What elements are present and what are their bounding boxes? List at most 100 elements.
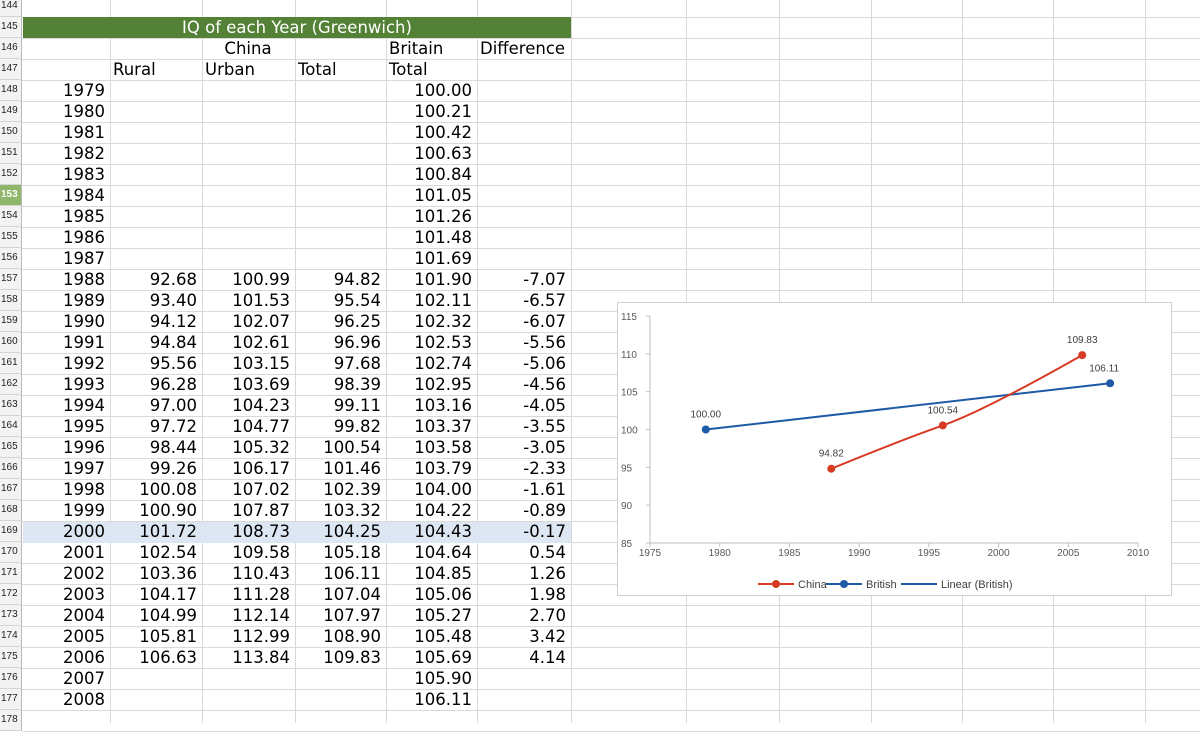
cell-britain-total[interactable]: 100.63 bbox=[414, 144, 472, 163]
cell-rural[interactable]: 94.84 bbox=[149, 333, 197, 352]
cell-urban[interactable] bbox=[202, 101, 295, 122]
row-header-149[interactable]: 149 bbox=[0, 101, 22, 122]
row-header-164[interactable]: 164 bbox=[0, 416, 22, 437]
cell-britain-total[interactable]: 105.90 bbox=[414, 669, 472, 688]
row-header-167[interactable]: 167 bbox=[0, 479, 22, 500]
cell-urban[interactable] bbox=[202, 164, 295, 185]
row-header-171[interactable]: 171 bbox=[0, 563, 22, 584]
cell-rural[interactable]: 104.99 bbox=[139, 606, 197, 625]
cell-urban[interactable] bbox=[202, 668, 295, 689]
cell-rural[interactable]: 100.08 bbox=[139, 480, 197, 499]
row-header-174[interactable]: 174 bbox=[0, 626, 22, 647]
cell-britain-total[interactable]: 103.16 bbox=[414, 396, 472, 415]
cell-britain-total[interactable]: 101.48 bbox=[414, 228, 472, 247]
cell-year[interactable]: 2002 bbox=[63, 564, 105, 583]
cell-total[interactable]: 94.82 bbox=[333, 270, 381, 289]
table-title[interactable]: IQ of each Year (Greenwich) bbox=[182, 18, 412, 37]
cell-year[interactable]: 1997 bbox=[63, 459, 105, 478]
cell-rural[interactable]: 93.40 bbox=[149, 291, 197, 310]
cell-total[interactable] bbox=[295, 206, 386, 227]
cell-year[interactable]: 1979 bbox=[63, 81, 105, 100]
cell-rural[interactable]: 98.44 bbox=[149, 438, 197, 457]
row-header-151[interactable]: 151 bbox=[0, 143, 22, 164]
cell-year[interactable]: 1998 bbox=[63, 480, 105, 499]
cell-urban[interactable]: 102.07 bbox=[232, 312, 290, 331]
cell-difference[interactable]: -0.89 bbox=[523, 501, 566, 520]
cell-urban[interactable]: 112.99 bbox=[232, 627, 290, 646]
cell-difference[interactable] bbox=[477, 80, 571, 101]
cell-total[interactable] bbox=[295, 101, 386, 122]
cell-total[interactable]: 108.90 bbox=[323, 627, 381, 646]
cell-rural[interactable]: 101.72 bbox=[139, 522, 197, 541]
cell-britain-total[interactable]: 100.00 bbox=[414, 81, 472, 100]
cell-rural[interactable] bbox=[110, 206, 202, 227]
row-header-156[interactable]: 156 bbox=[0, 248, 22, 269]
cell-total[interactable]: 95.54 bbox=[333, 291, 381, 310]
row-header-166[interactable]: 166 bbox=[0, 458, 22, 479]
cell-year[interactable]: 2001 bbox=[63, 543, 105, 562]
cell-difference[interactable]: 1.26 bbox=[529, 564, 566, 583]
cell-year[interactable]: 2006 bbox=[63, 648, 105, 667]
cell-total[interactable] bbox=[295, 227, 386, 248]
row-header-144[interactable]: 144 bbox=[0, 0, 22, 17]
cell-difference[interactable]: 2.70 bbox=[529, 606, 566, 625]
cell-britain-total[interactable]: 104.00 bbox=[414, 480, 472, 499]
cell-total[interactable] bbox=[295, 668, 386, 689]
cell-year[interactable]: 1985 bbox=[63, 207, 105, 226]
cell-difference[interactable]: -6.07 bbox=[523, 312, 566, 331]
cell-britain-total[interactable]: 104.43 bbox=[414, 522, 472, 541]
cell-britain-total[interactable]: 103.79 bbox=[414, 459, 472, 478]
cell-urban[interactable]: 104.23 bbox=[232, 396, 290, 415]
row-header-150[interactable]: 150 bbox=[0, 122, 22, 143]
cell-britain-total[interactable]: 101.90 bbox=[414, 270, 472, 289]
cell-difference[interactable]: -4.05 bbox=[523, 396, 566, 415]
cell-rural[interactable] bbox=[110, 227, 202, 248]
cell-britain-total[interactable]: 102.53 bbox=[414, 333, 472, 352]
header-difference[interactable]: Difference bbox=[480, 39, 566, 58]
cell-urban[interactable]: 113.84 bbox=[232, 648, 290, 667]
cell-urban[interactable] bbox=[202, 227, 295, 248]
cell-year[interactable]: 1999 bbox=[63, 501, 105, 520]
row-header-165[interactable]: 165 bbox=[0, 437, 22, 458]
cell-year[interactable]: 2000 bbox=[63, 522, 105, 541]
cell-britain-total[interactable]: 103.58 bbox=[414, 438, 472, 457]
cell-year[interactable]: 2005 bbox=[63, 627, 105, 646]
cell-total[interactable]: 100.54 bbox=[323, 438, 381, 457]
cell-britain-total[interactable]: 104.64 bbox=[414, 543, 472, 562]
cell-total[interactable]: 105.18 bbox=[323, 543, 381, 562]
cell-total[interactable] bbox=[295, 143, 386, 164]
row-header-169[interactable]: 169 bbox=[0, 521, 22, 542]
cell-year[interactable]: 2008 bbox=[63, 690, 105, 709]
cell-total[interactable]: 96.25 bbox=[333, 312, 381, 331]
cell-urban[interactable]: 103.15 bbox=[232, 354, 290, 373]
cell-rural[interactable] bbox=[110, 143, 202, 164]
cell-britain-total[interactable]: 104.22 bbox=[414, 501, 472, 520]
cell-rural[interactable] bbox=[110, 80, 202, 101]
cell-britain-total[interactable]: 105.06 bbox=[414, 585, 472, 604]
cell-year[interactable]: 2003 bbox=[63, 585, 105, 604]
cell-rural[interactable] bbox=[110, 668, 202, 689]
cell-rural[interactable] bbox=[110, 248, 202, 269]
cell-total[interactable] bbox=[295, 122, 386, 143]
cell-year[interactable]: 1987 bbox=[63, 249, 105, 268]
cell-total[interactable]: 101.46 bbox=[323, 459, 381, 478]
cell-year[interactable]: 2004 bbox=[63, 606, 105, 625]
cell-urban[interactable]: 107.02 bbox=[232, 480, 290, 499]
cell-urban[interactable]: 103.69 bbox=[232, 375, 290, 394]
cell-year[interactable]: 1994 bbox=[63, 396, 105, 415]
cell-year[interactable]: 1989 bbox=[63, 291, 105, 310]
cell-rural[interactable]: 103.36 bbox=[139, 564, 197, 583]
cell-difference[interactable]: -3.55 bbox=[523, 417, 566, 436]
cell-year[interactable]: 1993 bbox=[63, 375, 105, 394]
cell-difference[interactable]: 3.42 bbox=[529, 627, 566, 646]
cell-year[interactable]: 1991 bbox=[63, 333, 105, 352]
header-china[interactable]: China bbox=[224, 39, 272, 58]
cell-total[interactable]: 102.39 bbox=[323, 480, 381, 499]
cell-total[interactable]: 103.32 bbox=[323, 501, 381, 520]
cell-difference[interactable] bbox=[477, 668, 571, 689]
cell-total[interactable]: 99.82 bbox=[333, 417, 381, 436]
row-header-177[interactable]: 177 bbox=[0, 689, 22, 710]
cell-urban[interactable]: 101.53 bbox=[232, 291, 290, 310]
cell-total[interactable]: 106.11 bbox=[323, 564, 381, 583]
cell-britain-total[interactable]: 100.84 bbox=[414, 165, 472, 184]
